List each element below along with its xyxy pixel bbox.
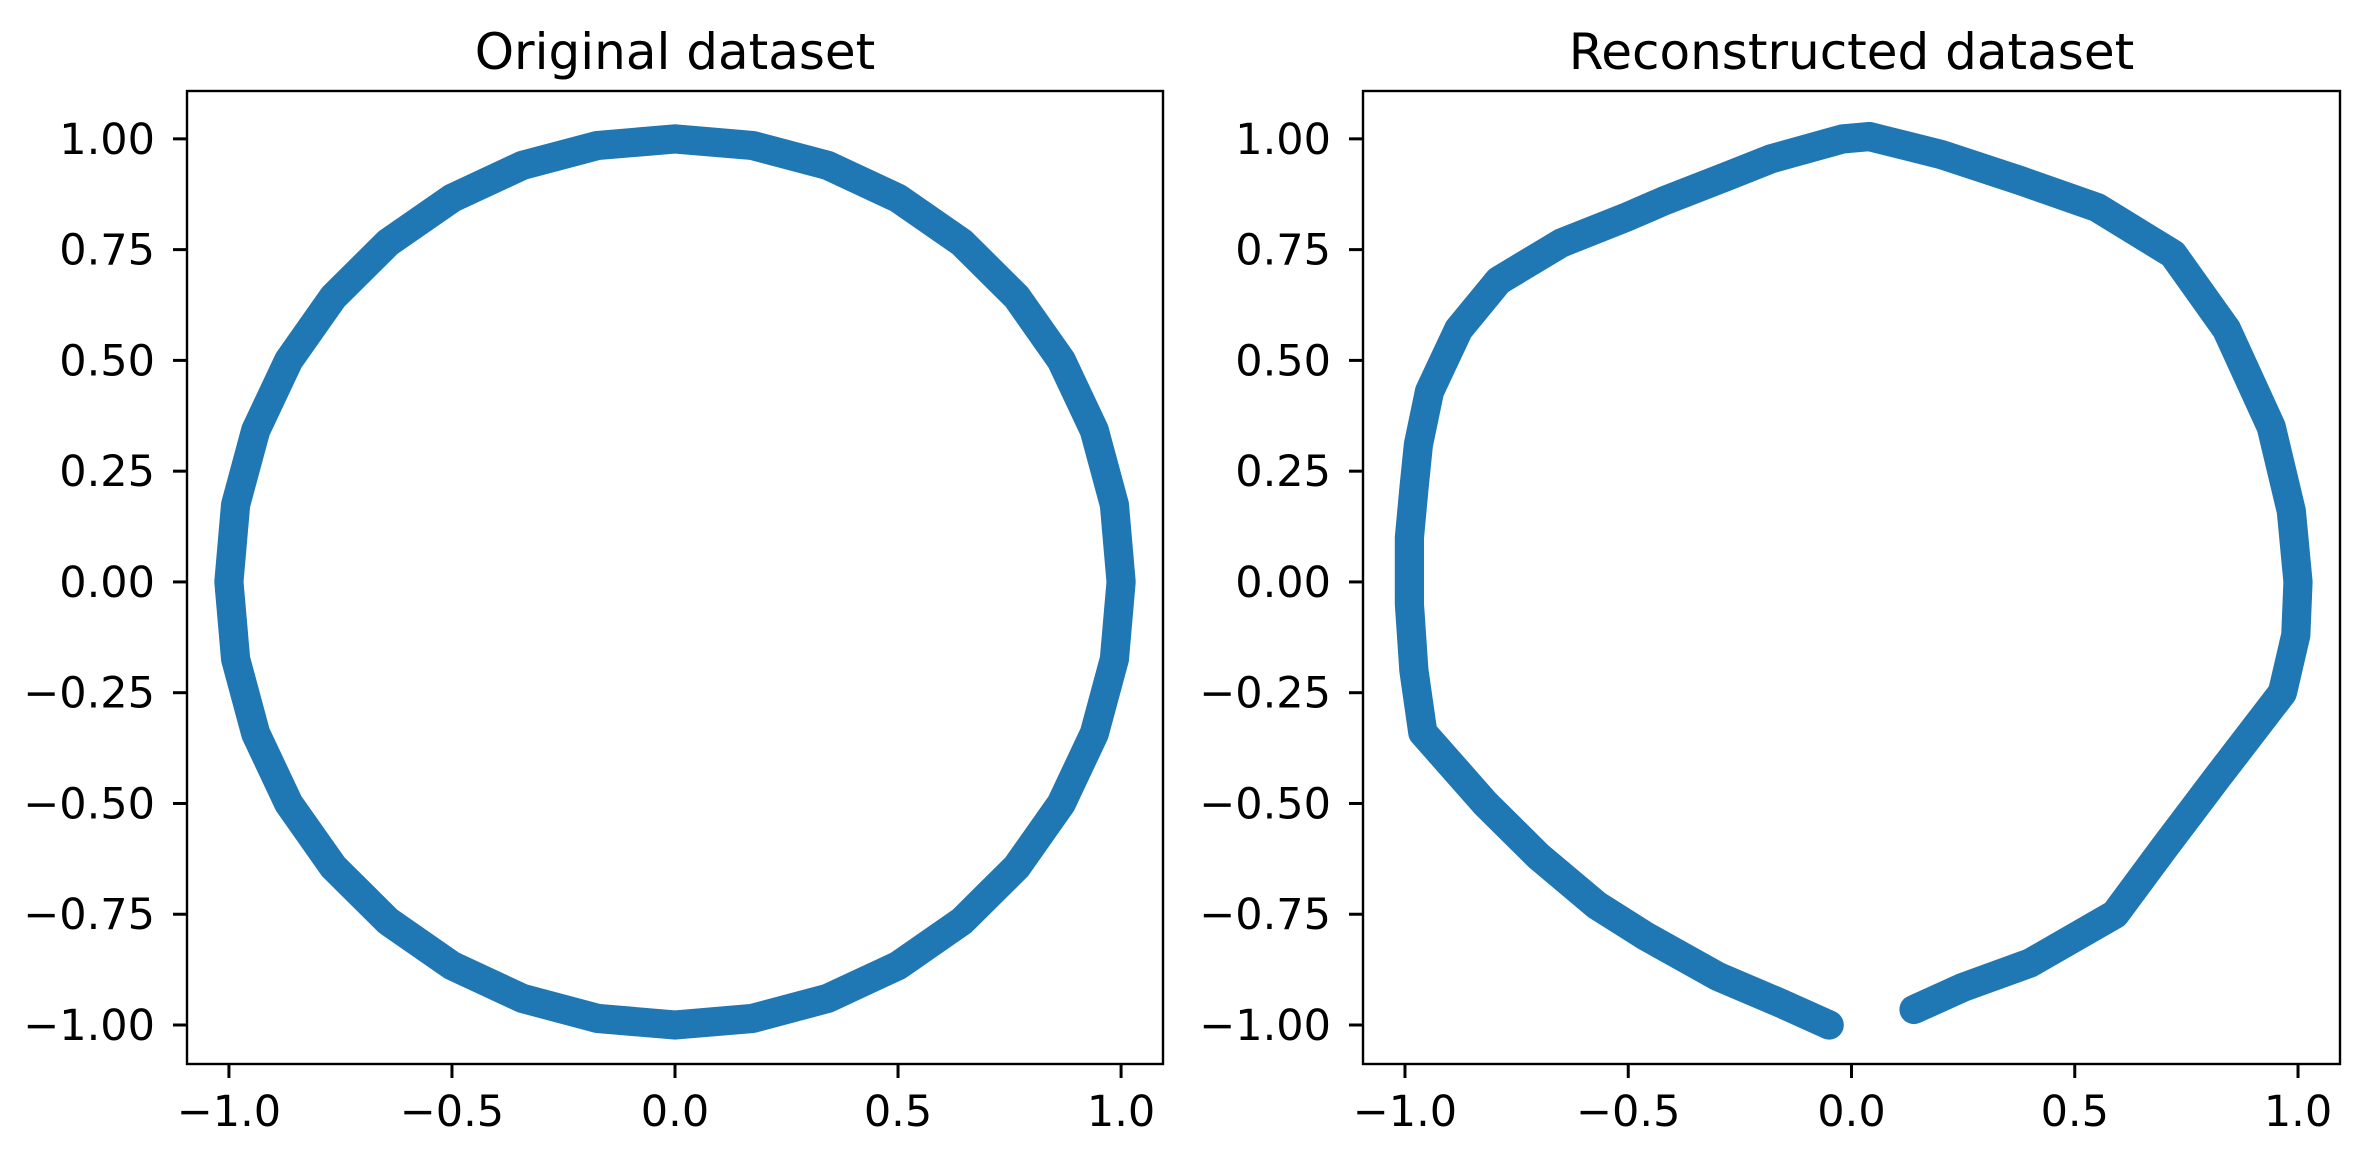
x-tick-label: −1.0 — [177, 1087, 281, 1137]
subplot-1: −1.0 −0.5 0.0 0.5 1.0 1.00 0.75 0.50 0.25 0.00 −0.… — [23, 89, 1165, 1137]
original-dataset-points — [214, 124, 1136, 1040]
axes-spines — [185, 89, 1165, 1066]
y-tick-label: −1.00 — [1199, 1001, 1331, 1051]
x-tick-label: −0.5 — [1576, 1087, 1680, 1137]
y-tick-label: 0.50 — [59, 336, 155, 386]
y-tick-label: −0.25 — [1199, 669, 1331, 719]
x-tick-label: −0.5 — [400, 1087, 504, 1137]
reconstructed-left-branch — [1394, 122, 1884, 1040]
y-tick-label: −0.75 — [23, 890, 155, 940]
y-tick-label: −0.50 — [23, 779, 155, 829]
x-tick-label: 0.5 — [2041, 1087, 2109, 1137]
subplot-title-reconstructed: Reconstructed dataset — [1568, 23, 2135, 81]
y-tick-label: 0.00 — [59, 558, 155, 608]
y-tick-label: 1.00 — [59, 115, 155, 165]
y-tick-label: 1.00 — [1235, 115, 1331, 165]
x-tick-label: 0.0 — [1817, 1087, 1885, 1137]
y-tick-label: 0.50 — [1235, 336, 1331, 386]
axes-spines — [1361, 89, 2342, 1066]
x-tick-label: 0.0 — [641, 1087, 709, 1137]
subplot-2: −1.0 −0.5 0.0 0.5 1.0 1.00 0.75 0.50 0.25 0.00 −0.… — [1199, 89, 2342, 1137]
y-tick-label: 0.75 — [59, 226, 155, 276]
x-tick-label: 0.5 — [864, 1087, 932, 1137]
y-tick-label: −1.00 — [23, 1001, 155, 1051]
reconstructed-right-branch — [1854, 122, 2313, 1025]
y-tick-label: 0.75 — [1235, 226, 1331, 276]
x-tick-label: 1.0 — [2264, 1087, 2332, 1137]
y-tick-label: 0.25 — [1235, 447, 1331, 497]
y-tick-label: −0.25 — [23, 669, 155, 719]
y-tick-label: −0.75 — [1199, 890, 1331, 940]
y-tick-label: 0.00 — [1235, 558, 1331, 608]
y-tick-label: −0.50 — [1199, 779, 1331, 829]
subplot-title-original: Original dataset — [474, 23, 876, 81]
x-tick-label: −1.0 — [1353, 1087, 1457, 1137]
y-tick-label: 0.25 — [59, 447, 155, 497]
x-tick-label: 1.0 — [1087, 1087, 1155, 1137]
